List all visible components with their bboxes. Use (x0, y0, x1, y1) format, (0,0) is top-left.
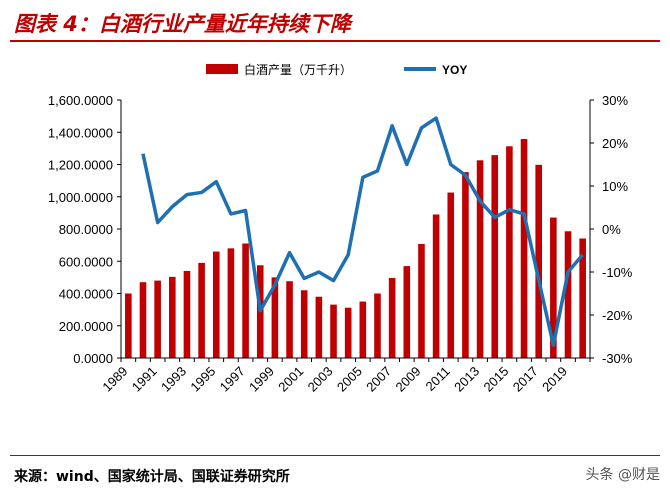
x-tick-label: 2017 (510, 364, 541, 395)
bar-2016 (520, 139, 528, 358)
source-note: 来源：wind、国家统计局、国联证券研究所 (14, 469, 290, 485)
left-tick-label: 1,400.0000 (48, 125, 113, 140)
x-tick-label: 1999 (246, 364, 277, 395)
bar-2015 (506, 146, 513, 358)
right-tick-label: 0% (602, 222, 621, 237)
bar-1991 (154, 280, 161, 358)
bar-1996 (227, 248, 235, 358)
left-tick-label: 200.0000 (59, 319, 113, 334)
left-tick-label: 600.0000 (59, 254, 113, 269)
left-tick-label: 1,600.0000 (48, 93, 113, 108)
x-tick-label: 2005 (334, 364, 365, 395)
x-tick-label: 2007 (363, 364, 394, 395)
watermark: 头条 @财是 (585, 467, 660, 483)
bar-2003 (330, 304, 337, 358)
left-tick-label: 400.0000 (59, 287, 113, 302)
bar-1994 (198, 262, 205, 358)
x-tick-label: 1989 (99, 364, 130, 395)
right-tick-label: -30% (602, 351, 633, 366)
chart-legend: 白酒产量（万千升） YOY (206, 62, 467, 77)
left-tick-label: 1,000.0000 (48, 190, 113, 205)
x-tick-label: 2001 (275, 364, 306, 395)
bar-2009 (418, 244, 425, 358)
bar-2004 (344, 307, 352, 358)
x-tick-label: 2015 (480, 364, 511, 395)
bar-2000 (286, 281, 293, 358)
bar-2008 (403, 266, 411, 358)
bar-2011 (447, 192, 455, 358)
bar-2002 (315, 296, 323, 358)
bar-1997 (242, 243, 249, 358)
x-tick-label: 1995 (187, 364, 218, 395)
bar-2014 (491, 155, 499, 358)
bar-1992 (169, 276, 176, 358)
legend-bar-swatch (206, 64, 238, 74)
x-tick-label: 2003 (305, 364, 336, 395)
bar-1990 (139, 282, 147, 358)
left-tick-label: 800.0000 (59, 222, 113, 237)
right-tick-label: 10% (602, 179, 628, 194)
x-tick-label: 2019 (539, 364, 570, 395)
legend-line-label: YOY (442, 63, 467, 77)
right-tick-label: -10% (602, 265, 633, 280)
legend-bar-label: 白酒产量（万千升） (244, 62, 352, 77)
x-tick-label: 1991 (129, 364, 160, 395)
left-tick-label: 1,200.0000 (48, 158, 113, 173)
bar-1993 (183, 270, 191, 358)
bar-2007 (388, 278, 396, 358)
left-tick-label: 0.0000 (73, 351, 113, 366)
bar-2005 (359, 301, 367, 358)
x-tick-label: 2009 (393, 364, 424, 395)
x-tick-label: 1993 (158, 364, 189, 395)
bar-2017 (535, 164, 543, 358)
right-tick-label: 20% (602, 136, 628, 151)
x-tick-label: 1997 (217, 364, 248, 395)
bar-2012 (462, 172, 469, 358)
bar-2013 (476, 160, 484, 358)
footer-divider (10, 455, 660, 456)
bar-2010 (432, 214, 440, 358)
title-divider (10, 40, 660, 42)
bar-2018 (550, 217, 557, 358)
bar-1995 (212, 251, 220, 358)
bar-2019 (564, 231, 572, 358)
right-tick-label: 30% (602, 93, 628, 108)
bar-2020 (579, 238, 586, 358)
bar-2006 (374, 293, 381, 358)
x-tick-label: 2011 (423, 364, 453, 394)
bar-1989 (125, 293, 132, 358)
bar-2001 (300, 290, 308, 358)
right-tick-label: -20% (602, 308, 633, 323)
bar-1999 (271, 277, 279, 359)
figure-title: 图表 4：白酒行业产量近年持续下降 (14, 12, 351, 36)
x-tick-label: 2013 (451, 364, 482, 395)
yoy-line (141, 116, 585, 347)
